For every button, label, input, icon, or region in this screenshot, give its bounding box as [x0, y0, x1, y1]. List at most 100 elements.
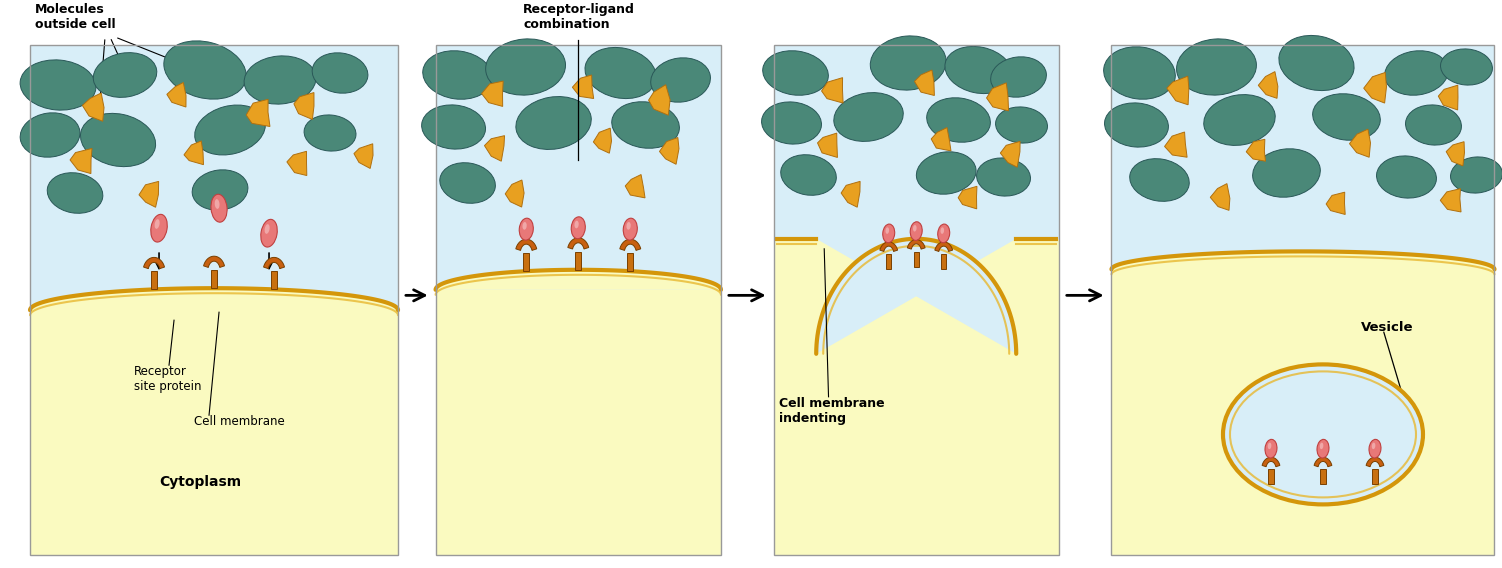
Ellipse shape: [1104, 47, 1175, 99]
Ellipse shape: [523, 222, 527, 229]
Polygon shape: [204, 256, 224, 268]
FancyBboxPatch shape: [575, 252, 581, 270]
Ellipse shape: [910, 222, 922, 240]
Ellipse shape: [927, 98, 990, 142]
Ellipse shape: [1176, 39, 1256, 95]
Ellipse shape: [1371, 442, 1376, 449]
Ellipse shape: [996, 107, 1047, 143]
Text: Molecules
outside cell: Molecules outside cell: [35, 3, 116, 31]
Ellipse shape: [584, 47, 656, 99]
Ellipse shape: [520, 218, 533, 240]
FancyBboxPatch shape: [523, 253, 529, 271]
Polygon shape: [1364, 73, 1386, 103]
Ellipse shape: [886, 227, 889, 234]
Polygon shape: [1440, 189, 1461, 212]
Polygon shape: [505, 180, 524, 207]
Polygon shape: [934, 242, 952, 252]
FancyBboxPatch shape: [942, 254, 946, 269]
Polygon shape: [83, 93, 104, 121]
Polygon shape: [1349, 129, 1370, 157]
Ellipse shape: [1313, 94, 1380, 140]
Polygon shape: [1439, 85, 1458, 110]
Polygon shape: [1211, 183, 1230, 210]
FancyBboxPatch shape: [913, 252, 919, 267]
Ellipse shape: [1104, 103, 1169, 147]
Bar: [774, 45, 1059, 555]
Ellipse shape: [976, 158, 1030, 196]
Ellipse shape: [195, 105, 266, 155]
Polygon shape: [915, 70, 934, 95]
Ellipse shape: [1278, 35, 1355, 90]
Polygon shape: [263, 257, 284, 269]
FancyBboxPatch shape: [212, 270, 216, 288]
Bar: [436, 45, 721, 310]
Ellipse shape: [991, 57, 1047, 97]
Polygon shape: [485, 136, 505, 161]
Ellipse shape: [245, 56, 315, 104]
Bar: [436, 290, 721, 555]
Ellipse shape: [440, 162, 496, 203]
Ellipse shape: [1265, 440, 1277, 458]
Polygon shape: [30, 288, 398, 310]
Polygon shape: [931, 128, 951, 151]
Polygon shape: [167, 82, 186, 107]
Text: Cell membrane: Cell membrane: [194, 415, 285, 428]
Polygon shape: [817, 133, 838, 157]
Ellipse shape: [215, 199, 219, 209]
Text: Vesicle: Vesicle: [1361, 321, 1413, 335]
Polygon shape: [183, 141, 203, 165]
Ellipse shape: [422, 105, 485, 149]
Polygon shape: [1000, 141, 1020, 167]
Polygon shape: [568, 238, 589, 249]
FancyBboxPatch shape: [152, 272, 158, 290]
Ellipse shape: [422, 51, 493, 99]
FancyBboxPatch shape: [270, 272, 276, 290]
Ellipse shape: [1130, 158, 1190, 201]
Ellipse shape: [574, 220, 578, 228]
Ellipse shape: [1368, 440, 1380, 458]
Ellipse shape: [150, 214, 167, 242]
Ellipse shape: [155, 219, 159, 229]
Bar: [30, 310, 398, 555]
Bar: [774, 239, 1059, 555]
Polygon shape: [1314, 457, 1332, 467]
FancyBboxPatch shape: [628, 253, 634, 271]
Ellipse shape: [611, 102, 679, 148]
Polygon shape: [620, 239, 641, 250]
Ellipse shape: [264, 224, 270, 234]
Ellipse shape: [1451, 157, 1502, 193]
Ellipse shape: [81, 114, 156, 166]
Ellipse shape: [261, 219, 278, 247]
Polygon shape: [1259, 72, 1278, 98]
FancyBboxPatch shape: [1373, 469, 1377, 485]
Polygon shape: [71, 148, 92, 174]
Ellipse shape: [1203, 95, 1275, 145]
Ellipse shape: [303, 115, 356, 151]
Polygon shape: [816, 239, 1017, 354]
Polygon shape: [246, 99, 270, 127]
Polygon shape: [354, 144, 372, 169]
Polygon shape: [841, 181, 861, 207]
Ellipse shape: [1440, 49, 1493, 85]
Ellipse shape: [883, 224, 895, 243]
Polygon shape: [649, 85, 670, 115]
Polygon shape: [593, 128, 611, 153]
Ellipse shape: [47, 173, 102, 214]
Polygon shape: [1262, 457, 1280, 467]
Polygon shape: [144, 257, 165, 269]
Ellipse shape: [1223, 365, 1422, 504]
Ellipse shape: [20, 60, 96, 110]
Bar: [1111, 269, 1494, 555]
Ellipse shape: [210, 194, 227, 222]
Ellipse shape: [913, 225, 916, 232]
Bar: [30, 45, 398, 555]
Ellipse shape: [485, 39, 565, 95]
Ellipse shape: [763, 51, 828, 95]
Polygon shape: [482, 81, 503, 106]
Ellipse shape: [650, 58, 710, 102]
FancyBboxPatch shape: [1268, 469, 1274, 485]
Polygon shape: [1111, 252, 1494, 269]
Text: Cell membrane
indenting: Cell membrane indenting: [778, 397, 885, 425]
Ellipse shape: [571, 217, 586, 239]
Text: Receptor-ligand
combination: Receptor-ligand combination: [523, 3, 635, 31]
